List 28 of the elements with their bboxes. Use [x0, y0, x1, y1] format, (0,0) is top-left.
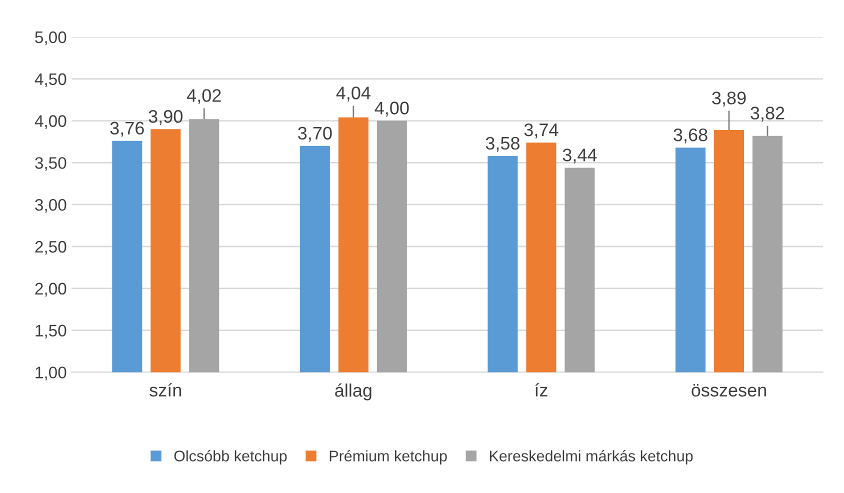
data-label: 3,89	[712, 92, 746, 107]
y-tick-label: 1,50	[36, 324, 66, 338]
data-label: 3,74	[524, 123, 558, 138]
legend-label: Kereskedelmi márkás ketchup	[490, 450, 693, 464]
data-label: 3,82	[750, 106, 784, 122]
data-label: 3,70	[298, 126, 332, 142]
y-tick-label: 3,50	[35, 157, 66, 171]
data-label: 3,68	[674, 128, 708, 144]
legend-label: Olcsóbb ketchup	[174, 450, 287, 464]
y-tick-label: 3,00	[35, 198, 66, 213]
data-label: 3,90	[148, 110, 182, 125]
data-label: 4,04	[336, 86, 370, 102]
legend-label: Prémium ketchup	[330, 450, 447, 464]
y-tick-label: 4,00	[34, 115, 66, 129]
y-tick-label: 2,50	[35, 240, 66, 255]
y-tick-label: 1,00	[36, 366, 66, 380]
y-tick-label: 5,00	[35, 31, 66, 46]
data-label: 3,44	[562, 148, 597, 164]
x-tick-label: összesen	[692, 384, 766, 397]
data-label: 4,02	[186, 89, 221, 104]
x-tick-label: állag	[335, 383, 372, 400]
x-tick-label: szín	[150, 383, 182, 397]
data-label: 3,58	[486, 136, 520, 152]
y-tick-label: 4,50	[34, 73, 66, 88]
y-tick-label: 2,00	[35, 282, 66, 297]
data-label: 4,00	[374, 102, 409, 117]
x-tick-label: íz	[535, 383, 548, 396]
data-label: 3,76	[110, 122, 144, 137]
